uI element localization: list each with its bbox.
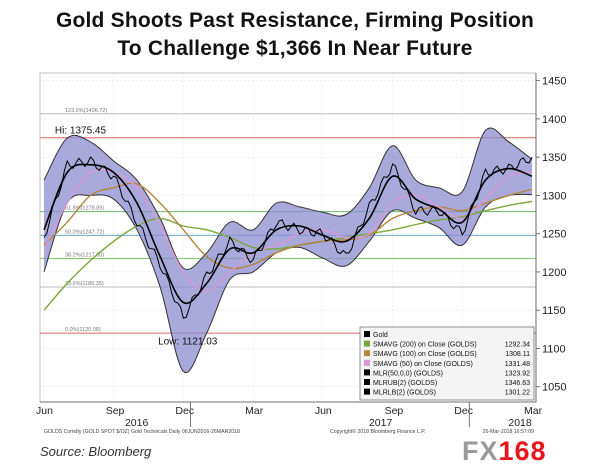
x-year-label: 2018 xyxy=(508,417,532,429)
logo-number-text: 168 xyxy=(498,436,547,466)
band-upper-line xyxy=(43,127,533,270)
x-tick-label: Jun xyxy=(315,405,332,417)
legend-entry-value: 1308.11 xyxy=(505,351,530,358)
fib-level-label: 50.0%(1247.72) xyxy=(65,229,104,235)
x-tick-label: Dec xyxy=(454,405,473,417)
legend-swatch xyxy=(364,340,370,347)
axis-layer: 1050 1100 1150 1200 1250 1300 1350 1400 1450 Jun S… xyxy=(36,73,566,429)
x-tick-label: Mar xyxy=(245,405,264,417)
line-layer xyxy=(43,156,533,319)
legend-entry-label: MLR(50,0,0) (GOLDS) xyxy=(373,370,443,377)
fib-level-label: 61.8%(1278.89) xyxy=(65,206,104,212)
info-left: GOLDS Comdty (GOLD SPOT $/OZ) Gold Techn… xyxy=(44,429,240,435)
y-tick-label: 1450 xyxy=(542,76,566,88)
gold-price-line xyxy=(43,156,533,319)
legend-entry-value: 1331.48 xyxy=(505,361,530,368)
mlr-line xyxy=(43,163,533,305)
y-tick-label: 1400 xyxy=(542,114,566,126)
legend-swatch xyxy=(364,331,370,337)
legend-entry-value: 1323.92 xyxy=(505,370,530,377)
legend-entry-value: 1301.22 xyxy=(505,390,530,397)
legend-entry-value: 1292.34 xyxy=(505,342,530,349)
info-date: 26-Mar-2018 16:57:09 xyxy=(483,429,534,435)
y-tick-label: 1250 xyxy=(542,229,566,241)
x-tick-label: Dec xyxy=(175,405,194,417)
legend-entry-label: MLRUB(2) (GOLDS) xyxy=(373,380,437,387)
y-tick-label: 1050 xyxy=(542,382,566,394)
chart-title-line-2: To Challenge $1,366 In Near Future xyxy=(117,37,473,60)
legend-layer: Gold SMAVG (200) on Close (GOLDS) 1292.34 S… xyxy=(359,326,535,401)
fib-level-label: 38.2%(1217.60) xyxy=(65,252,104,258)
chart-title-line-1: Gold Shoots Past Resistance, Firming Pos… xyxy=(55,9,535,32)
sma-50-line xyxy=(43,168,533,292)
y-tick-label: 1300 xyxy=(542,190,566,202)
x-tick-label: Mar xyxy=(524,405,543,417)
fx168-logo: FX168 xyxy=(462,436,547,467)
legend-entry-label: MLRLB(2) (GOLDS) xyxy=(373,390,436,397)
legend-box xyxy=(359,326,535,401)
legend-swatch xyxy=(364,350,370,357)
y-tick-label: 1100 xyxy=(542,343,566,355)
legend-swatch xyxy=(364,379,370,385)
legend-entry-label: SMAVG (100) on Close (GOLDS) xyxy=(373,351,477,358)
legend-swatch xyxy=(364,359,370,366)
x-tick-label: Jun xyxy=(36,405,53,417)
low-annotation: Low: 1121.03 xyxy=(158,336,218,347)
y-tick-label: 1150 xyxy=(542,305,566,317)
fib-level-label: 123.6%(1406.72) xyxy=(65,108,107,114)
fib-level-label: 23.6%(1180.35) xyxy=(65,281,104,287)
x-tick-label: Sep xyxy=(106,405,125,417)
legend-swatch xyxy=(364,369,370,376)
legend-entry-label: SMAVG (50) on Close (GOLDS) xyxy=(373,361,473,368)
legend-swatch xyxy=(364,388,370,395)
x-tick-label: Sep xyxy=(385,405,404,417)
y-tick-label: 1200 xyxy=(542,267,566,279)
source-note: Source: Bloomberg xyxy=(40,444,152,459)
info-copyright: Copyright© 2018 Bloomberg Finance L.P. xyxy=(330,428,425,435)
regression-band xyxy=(44,127,532,373)
x-year-label: 2016 xyxy=(125,417,149,429)
x-year-label: 2017 xyxy=(369,417,393,429)
legend-entry-value: 1346.63 xyxy=(505,380,530,387)
high-annotation: Hi: 1375.45 xyxy=(55,126,107,137)
annot-layer: Hi: 1375.45 Low: 1121.03 xyxy=(55,126,218,348)
legend-entry-label: SMAVG (200) on Close (GOLDS) xyxy=(373,342,477,349)
logo-fx-text: FX xyxy=(462,436,499,466)
fib-level-label: 0.0%(1120.08) xyxy=(65,327,101,333)
info-layer: GOLDS Comdty (GOLD SPOT $/OZ) Gold Techn… xyxy=(44,428,534,435)
y-tick-label: 1350 xyxy=(542,152,566,164)
legend-entry-label: Gold xyxy=(373,332,388,339)
